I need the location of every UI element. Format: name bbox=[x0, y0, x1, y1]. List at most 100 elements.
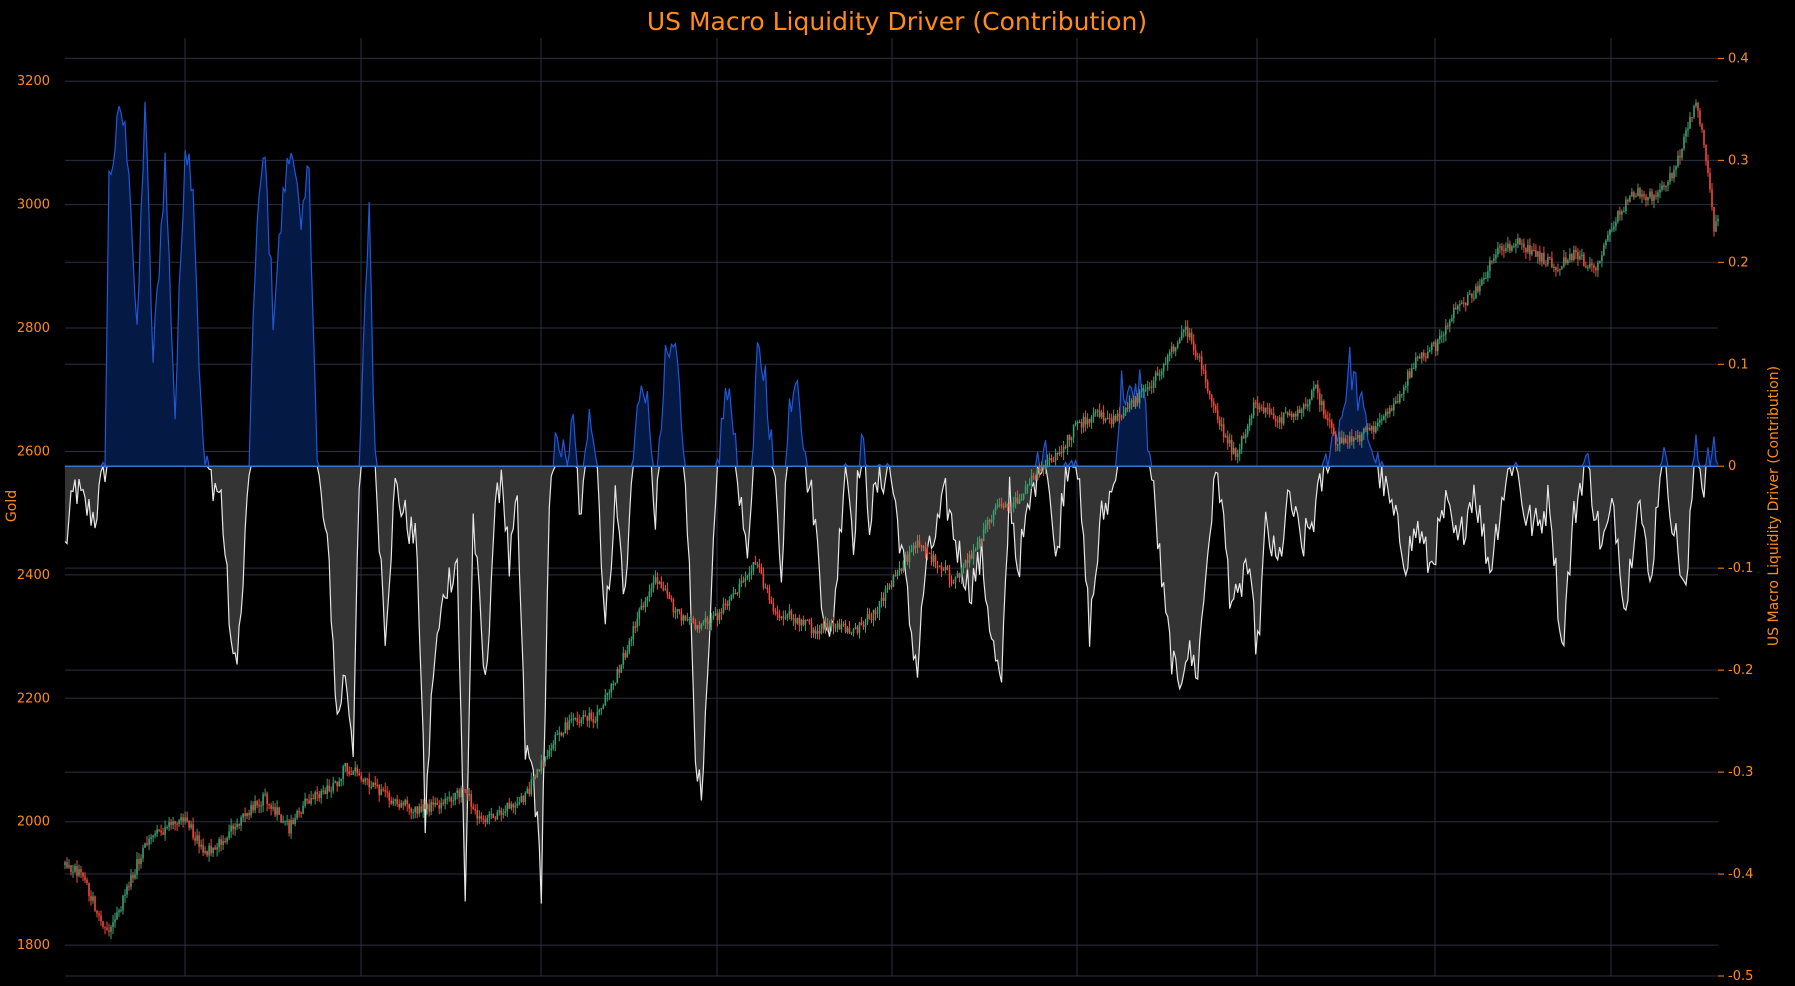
candle-body bbox=[1290, 413, 1293, 417]
candle-body bbox=[1611, 229, 1613, 231]
candle-body bbox=[304, 798, 306, 806]
candle-body bbox=[334, 781, 336, 783]
candle-body bbox=[1651, 191, 1653, 201]
candle-body bbox=[538, 769, 541, 772]
candle-body bbox=[236, 824, 238, 827]
candle-body bbox=[1537, 251, 1539, 257]
candle-body bbox=[1300, 409, 1303, 413]
candle-body bbox=[1385, 411, 1387, 417]
candle-body bbox=[722, 603, 725, 614]
candle-body bbox=[134, 874, 136, 879]
candle-body bbox=[266, 793, 268, 805]
candle-body bbox=[742, 580, 745, 582]
y-right-tick-label: 0 bbox=[1728, 459, 1736, 474]
candle-body bbox=[1617, 211, 1619, 222]
candle-body bbox=[324, 790, 326, 794]
candle-body bbox=[1206, 381, 1209, 392]
candle-body bbox=[588, 712, 591, 721]
candle-body bbox=[1064, 446, 1067, 448]
candle-body bbox=[1152, 380, 1155, 388]
candle-body bbox=[696, 625, 699, 629]
candle-body bbox=[998, 504, 1001, 506]
candle-body bbox=[720, 612, 723, 614]
candle-body bbox=[1086, 419, 1089, 425]
candle-body bbox=[1154, 372, 1157, 381]
candle-body bbox=[470, 794, 472, 807]
candle-body bbox=[1523, 243, 1525, 248]
candle-body bbox=[1683, 136, 1685, 149]
candle-body bbox=[316, 792, 318, 795]
candle-body bbox=[1625, 199, 1627, 212]
y-left-tick-label: 2200 bbox=[17, 691, 50, 706]
candle-body bbox=[504, 811, 507, 814]
candle-body bbox=[462, 788, 464, 790]
candle-body bbox=[1156, 372, 1159, 376]
candle-body bbox=[754, 562, 757, 565]
candle-body bbox=[1591, 263, 1593, 266]
candle-body bbox=[254, 801, 256, 811]
candle-body bbox=[514, 805, 517, 808]
candle-body bbox=[1258, 407, 1261, 410]
candle-body bbox=[904, 554, 907, 562]
axis-ticks: 1800 2000 2200 2400 2600 2800 3000 3200 0.4 0.3 0.… bbox=[17, 51, 1753, 984]
candle-body bbox=[386, 791, 388, 793]
candle-body bbox=[640, 605, 643, 610]
candle-body bbox=[494, 818, 497, 820]
candle-body bbox=[606, 692, 609, 696]
candle-body bbox=[880, 597, 883, 602]
candle-body bbox=[1158, 374, 1161, 376]
candle-body bbox=[1072, 424, 1075, 438]
candle-body bbox=[72, 871, 74, 873]
candle-body bbox=[94, 896, 96, 911]
candle-body bbox=[382, 789, 384, 791]
candle-body bbox=[804, 619, 807, 625]
candle-body bbox=[1026, 485, 1029, 487]
candle-body bbox=[1493, 258, 1495, 261]
candle-body bbox=[1082, 416, 1085, 428]
candle-body bbox=[1439, 335, 1441, 340]
candle-body bbox=[240, 817, 242, 826]
candle-body bbox=[726, 603, 729, 606]
candle-body bbox=[1365, 428, 1367, 430]
candle-body bbox=[1088, 419, 1091, 423]
candle-body bbox=[1307, 404, 1309, 407]
candle-body bbox=[534, 777, 537, 779]
candle-body bbox=[908, 551, 911, 562]
candle-body bbox=[886, 588, 889, 590]
candle-body bbox=[1465, 303, 1467, 305]
candle-body bbox=[246, 813, 248, 816]
candle-body bbox=[170, 822, 172, 825]
candle-body bbox=[420, 806, 422, 812]
candle-body bbox=[1054, 452, 1057, 462]
candle-body bbox=[1162, 363, 1165, 372]
y-left-tick-label: 1800 bbox=[17, 938, 50, 953]
candle-body bbox=[1020, 498, 1023, 500]
candle-body bbox=[966, 560, 969, 563]
candle-body bbox=[836, 623, 839, 628]
candle-body bbox=[1527, 245, 1529, 253]
candle-body bbox=[858, 622, 861, 633]
candle-body bbox=[1381, 419, 1383, 421]
candle-body bbox=[616, 669, 619, 684]
candle-body bbox=[576, 718, 579, 722]
candle-body bbox=[1355, 438, 1357, 440]
candle-body bbox=[1028, 484, 1031, 485]
candle-body bbox=[988, 520, 991, 522]
candle-body bbox=[926, 551, 929, 553]
candle-body bbox=[1441, 335, 1443, 337]
candle-body bbox=[1110, 418, 1113, 425]
candle-body bbox=[1645, 196, 1647, 201]
candle-body bbox=[300, 812, 302, 814]
candle-body bbox=[548, 750, 551, 757]
candle-body bbox=[564, 722, 567, 734]
candle-body bbox=[1018, 499, 1021, 504]
candle-body bbox=[1511, 246, 1513, 251]
candle-body bbox=[262, 794, 264, 806]
candle-body bbox=[1192, 341, 1195, 351]
candle-body bbox=[994, 506, 997, 511]
candle-body bbox=[310, 798, 312, 804]
candle-body bbox=[1242, 436, 1245, 439]
candle-body bbox=[826, 623, 829, 628]
candle-body bbox=[1212, 401, 1215, 406]
candle-body bbox=[1507, 243, 1509, 249]
